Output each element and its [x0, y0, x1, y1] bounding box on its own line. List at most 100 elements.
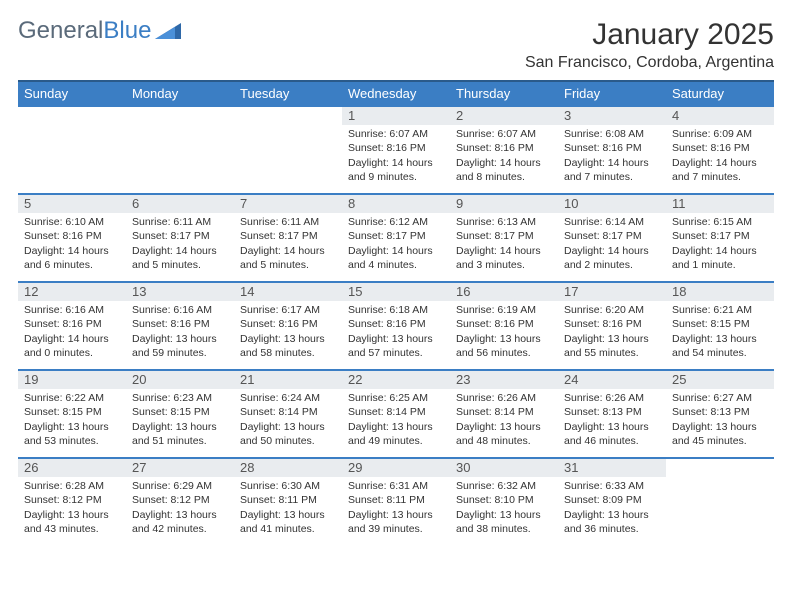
day-header: Sunday	[18, 81, 126, 106]
day-cell: 19Sunrise: 6:22 AMSunset: 8:15 PMDayligh…	[18, 370, 126, 458]
day-number: 15	[342, 283, 450, 301]
detail-line: Sunset: 8:16 PM	[456, 141, 552, 155]
detail-line: Sunset: 8:13 PM	[564, 405, 660, 419]
week-row: 1Sunrise: 6:07 AMSunset: 8:16 PMDaylight…	[18, 106, 774, 194]
detail-line: Daylight: 13 hours	[564, 508, 660, 522]
day-details: Sunrise: 6:07 AMSunset: 8:16 PMDaylight:…	[450, 125, 558, 188]
detail-line: Sunset: 8:14 PM	[456, 405, 552, 419]
detail-line: Sunset: 8:16 PM	[672, 141, 768, 155]
detail-line: Daylight: 14 hours	[348, 156, 444, 170]
day-number: 6	[126, 195, 234, 213]
week-row: 26Sunrise: 6:28 AMSunset: 8:12 PMDayligh…	[18, 458, 774, 546]
day-cell: 29Sunrise: 6:31 AMSunset: 8:11 PMDayligh…	[342, 458, 450, 546]
day-details: Sunrise: 6:15 AMSunset: 8:17 PMDaylight:…	[666, 213, 774, 276]
day-cell	[126, 106, 234, 194]
detail-line: Sunset: 8:14 PM	[348, 405, 444, 419]
detail-line: Sunset: 8:09 PM	[564, 493, 660, 507]
day-number: 29	[342, 459, 450, 477]
day-cell: 15Sunrise: 6:18 AMSunset: 8:16 PMDayligh…	[342, 282, 450, 370]
week-row: 19Sunrise: 6:22 AMSunset: 8:15 PMDayligh…	[18, 370, 774, 458]
detail-line: Daylight: 14 hours	[456, 244, 552, 258]
day-details: Sunrise: 6:24 AMSunset: 8:14 PMDaylight:…	[234, 389, 342, 452]
detail-line: and 38 minutes.	[456, 522, 552, 536]
detail-line: Sunrise: 6:33 AM	[564, 479, 660, 493]
logo-triangle-icon	[155, 20, 181, 44]
day-details: Sunrise: 6:17 AMSunset: 8:16 PMDaylight:…	[234, 301, 342, 364]
day-details: Sunrise: 6:26 AMSunset: 8:14 PMDaylight:…	[450, 389, 558, 452]
detail-line: Sunset: 8:16 PM	[240, 317, 336, 331]
detail-line: and 3 minutes.	[456, 258, 552, 272]
detail-line: Sunrise: 6:21 AM	[672, 303, 768, 317]
day-cell: 30Sunrise: 6:32 AMSunset: 8:10 PMDayligh…	[450, 458, 558, 546]
day-cell: 11Sunrise: 6:15 AMSunset: 8:17 PMDayligh…	[666, 194, 774, 282]
detail-line: and 59 minutes.	[132, 346, 228, 360]
detail-line: and 4 minutes.	[348, 258, 444, 272]
day-cell: 21Sunrise: 6:24 AMSunset: 8:14 PMDayligh…	[234, 370, 342, 458]
detail-line: Sunset: 8:15 PM	[132, 405, 228, 419]
detail-line: Daylight: 13 hours	[132, 332, 228, 346]
day-details: Sunrise: 6:11 AMSunset: 8:17 PMDaylight:…	[126, 213, 234, 276]
day-number: 9	[450, 195, 558, 213]
detail-line: Daylight: 13 hours	[240, 332, 336, 346]
detail-line: and 8 minutes.	[456, 170, 552, 184]
day-details: Sunrise: 6:07 AMSunset: 8:16 PMDaylight:…	[342, 125, 450, 188]
detail-line: and 50 minutes.	[240, 434, 336, 448]
day-cell: 18Sunrise: 6:21 AMSunset: 8:15 PMDayligh…	[666, 282, 774, 370]
logo-word-1: General	[18, 19, 103, 43]
day-number: 4	[666, 107, 774, 125]
day-details: Sunrise: 6:12 AMSunset: 8:17 PMDaylight:…	[342, 213, 450, 276]
detail-line: Sunrise: 6:08 AM	[564, 127, 660, 141]
detail-line: Sunrise: 6:13 AM	[456, 215, 552, 229]
detail-line: Sunset: 8:16 PM	[132, 317, 228, 331]
day-number: 21	[234, 371, 342, 389]
detail-line: Sunrise: 6:23 AM	[132, 391, 228, 405]
day-cell: 22Sunrise: 6:25 AMSunset: 8:14 PMDayligh…	[342, 370, 450, 458]
detail-line: Sunset: 8:13 PM	[672, 405, 768, 419]
detail-line: Daylight: 13 hours	[456, 332, 552, 346]
detail-line: Sunrise: 6:16 AM	[132, 303, 228, 317]
day-details: Sunrise: 6:26 AMSunset: 8:13 PMDaylight:…	[558, 389, 666, 452]
day-number: 23	[450, 371, 558, 389]
detail-line: and 42 minutes.	[132, 522, 228, 536]
detail-line: and 5 minutes.	[132, 258, 228, 272]
detail-line: Sunset: 8:17 PM	[672, 229, 768, 243]
detail-line: Daylight: 13 hours	[132, 508, 228, 522]
day-details: Sunrise: 6:14 AMSunset: 8:17 PMDaylight:…	[558, 213, 666, 276]
detail-line: Daylight: 14 hours	[348, 244, 444, 258]
detail-line: Sunset: 8:11 PM	[348, 493, 444, 507]
day-header-row: SundayMondayTuesdayWednesdayThursdayFrid…	[18, 81, 774, 106]
detail-line: and 6 minutes.	[24, 258, 120, 272]
detail-line: Daylight: 14 hours	[564, 156, 660, 170]
detail-line: Daylight: 13 hours	[456, 508, 552, 522]
detail-line: Sunset: 8:16 PM	[564, 317, 660, 331]
day-number: 2	[450, 107, 558, 125]
day-details: Sunrise: 6:09 AMSunset: 8:16 PMDaylight:…	[666, 125, 774, 188]
detail-line: Sunrise: 6:26 AM	[456, 391, 552, 405]
day-cell: 6Sunrise: 6:11 AMSunset: 8:17 PMDaylight…	[126, 194, 234, 282]
detail-line: Sunrise: 6:31 AM	[348, 479, 444, 493]
day-cell: 23Sunrise: 6:26 AMSunset: 8:14 PMDayligh…	[450, 370, 558, 458]
detail-line: Sunrise: 6:24 AM	[240, 391, 336, 405]
day-cell: 14Sunrise: 6:17 AMSunset: 8:16 PMDayligh…	[234, 282, 342, 370]
detail-line: Daylight: 13 hours	[456, 420, 552, 434]
day-number: 13	[126, 283, 234, 301]
day-cell: 17Sunrise: 6:20 AMSunset: 8:16 PMDayligh…	[558, 282, 666, 370]
detail-line: Sunrise: 6:12 AM	[348, 215, 444, 229]
detail-line: and 7 minutes.	[672, 170, 768, 184]
day-header: Saturday	[666, 81, 774, 106]
detail-line: Sunrise: 6:15 AM	[672, 215, 768, 229]
day-details: Sunrise: 6:10 AMSunset: 8:16 PMDaylight:…	[18, 213, 126, 276]
day-details: Sunrise: 6:23 AMSunset: 8:15 PMDaylight:…	[126, 389, 234, 452]
detail-line: and 9 minutes.	[348, 170, 444, 184]
detail-line: Sunset: 8:15 PM	[24, 405, 120, 419]
day-cell: 27Sunrise: 6:29 AMSunset: 8:12 PMDayligh…	[126, 458, 234, 546]
day-number: 25	[666, 371, 774, 389]
detail-line: and 41 minutes.	[240, 522, 336, 536]
location-text: San Francisco, Cordoba, Argentina	[525, 53, 774, 72]
detail-line: Sunrise: 6:25 AM	[348, 391, 444, 405]
day-details: Sunrise: 6:13 AMSunset: 8:17 PMDaylight:…	[450, 213, 558, 276]
day-cell: 31Sunrise: 6:33 AMSunset: 8:09 PMDayligh…	[558, 458, 666, 546]
day-details: Sunrise: 6:27 AMSunset: 8:13 PMDaylight:…	[666, 389, 774, 452]
detail-line: Sunrise: 6:10 AM	[24, 215, 120, 229]
detail-line: and 5 minutes.	[240, 258, 336, 272]
